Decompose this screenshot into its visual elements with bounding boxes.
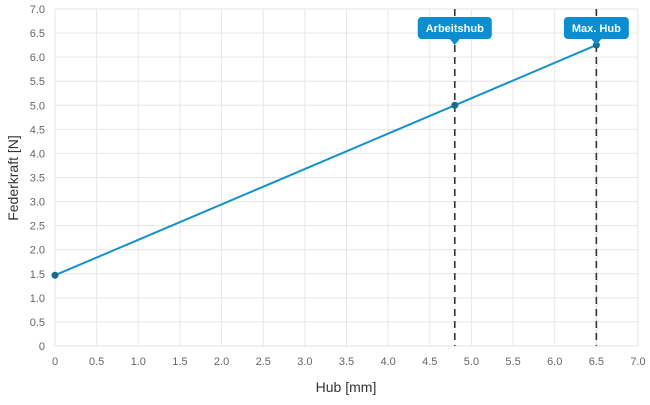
- y-tick-label: 2.5: [30, 221, 45, 233]
- y-tick-label: 6.5: [30, 28, 45, 40]
- annotation-badge-box: [563, 17, 629, 39]
- annotation-label: Arbeitshub: [426, 23, 484, 35]
- x-tick-label: 4.5: [422, 356, 437, 368]
- x-tick-label: 3.5: [339, 356, 354, 368]
- y-tick-label: 7.0: [30, 4, 45, 16]
- y-tick-label: 5.0: [30, 100, 45, 112]
- y-tick-label: 1.5: [30, 269, 45, 281]
- y-tick-label: 3.5: [30, 173, 45, 185]
- grid: [54, 8, 639, 347]
- x-tick-label: 1.5: [172, 356, 187, 368]
- data-points: [51, 41, 600, 279]
- y-tick-label: 5.5: [30, 76, 45, 88]
- x-tick-label: 1.0: [131, 356, 146, 368]
- data-point[interactable]: [51, 271, 59, 279]
- annotation-badges: Arbeitshub Max. Hub: [417, 17, 629, 45]
- y-axis-title: Federkraft [N]: [5, 135, 21, 221]
- x-tick-label: 0: [52, 356, 58, 368]
- y-tick-label: 6.0: [30, 52, 45, 64]
- series: [54, 44, 597, 277]
- x-tick-label: 7.0: [630, 356, 645, 368]
- y-tick-label: 0: [39, 341, 45, 353]
- x-tick-label: 4.0: [380, 356, 395, 368]
- annotation-badge-box: [417, 17, 492, 39]
- y-tick-label: 4.0: [30, 148, 45, 160]
- x-tick-label: 6.5: [589, 356, 604, 368]
- x-tick-label: 2.5: [256, 356, 271, 368]
- y-tick-label: 0.5: [30, 317, 45, 329]
- x-tick-label: 5.0: [464, 356, 479, 368]
- y-axis-ticks: 0 0.5 1.0 1.5 2.0 2.5 3.0 3.5 4.0 4.5 5.0 5.5 6.0 6.5…: [30, 4, 45, 353]
- data-point[interactable]: [592, 41, 600, 49]
- annotation-badge: Arbeitshub: [417, 17, 492, 45]
- x-tick-label: 6.0: [547, 356, 562, 368]
- y-tick-label: 2.0: [30, 245, 45, 257]
- x-tick-label: 3.0: [297, 356, 312, 368]
- x-axis-title: Hub [mm]: [316, 379, 377, 395]
- y-tick-label: 3.0: [30, 197, 45, 209]
- annotation-badge: Max. Hub: [563, 17, 629, 45]
- annotation-badge-pointer: [449, 39, 460, 45]
- x-tick-label: 2.0: [214, 356, 229, 368]
- annotation-badge-pointer: [591, 39, 602, 45]
- x-tick-label: 5.5: [505, 356, 520, 368]
- data-point[interactable]: [451, 101, 459, 109]
- y-tick-label: 1.0: [30, 293, 45, 305]
- x-tick-label: 0.5: [89, 356, 104, 368]
- x-axis-ticks: 0 0.5 1.0 1.5 2.0 2.5 3.0 3.5 4.0 4.5 5.0 5.5 6.0 6.5…: [52, 356, 646, 368]
- series-line: [54, 44, 597, 277]
- y-tick-label: 4.5: [30, 124, 45, 136]
- annotation-lines: [453, 9, 598, 346]
- annotation-label: Max. Hub: [572, 23, 621, 35]
